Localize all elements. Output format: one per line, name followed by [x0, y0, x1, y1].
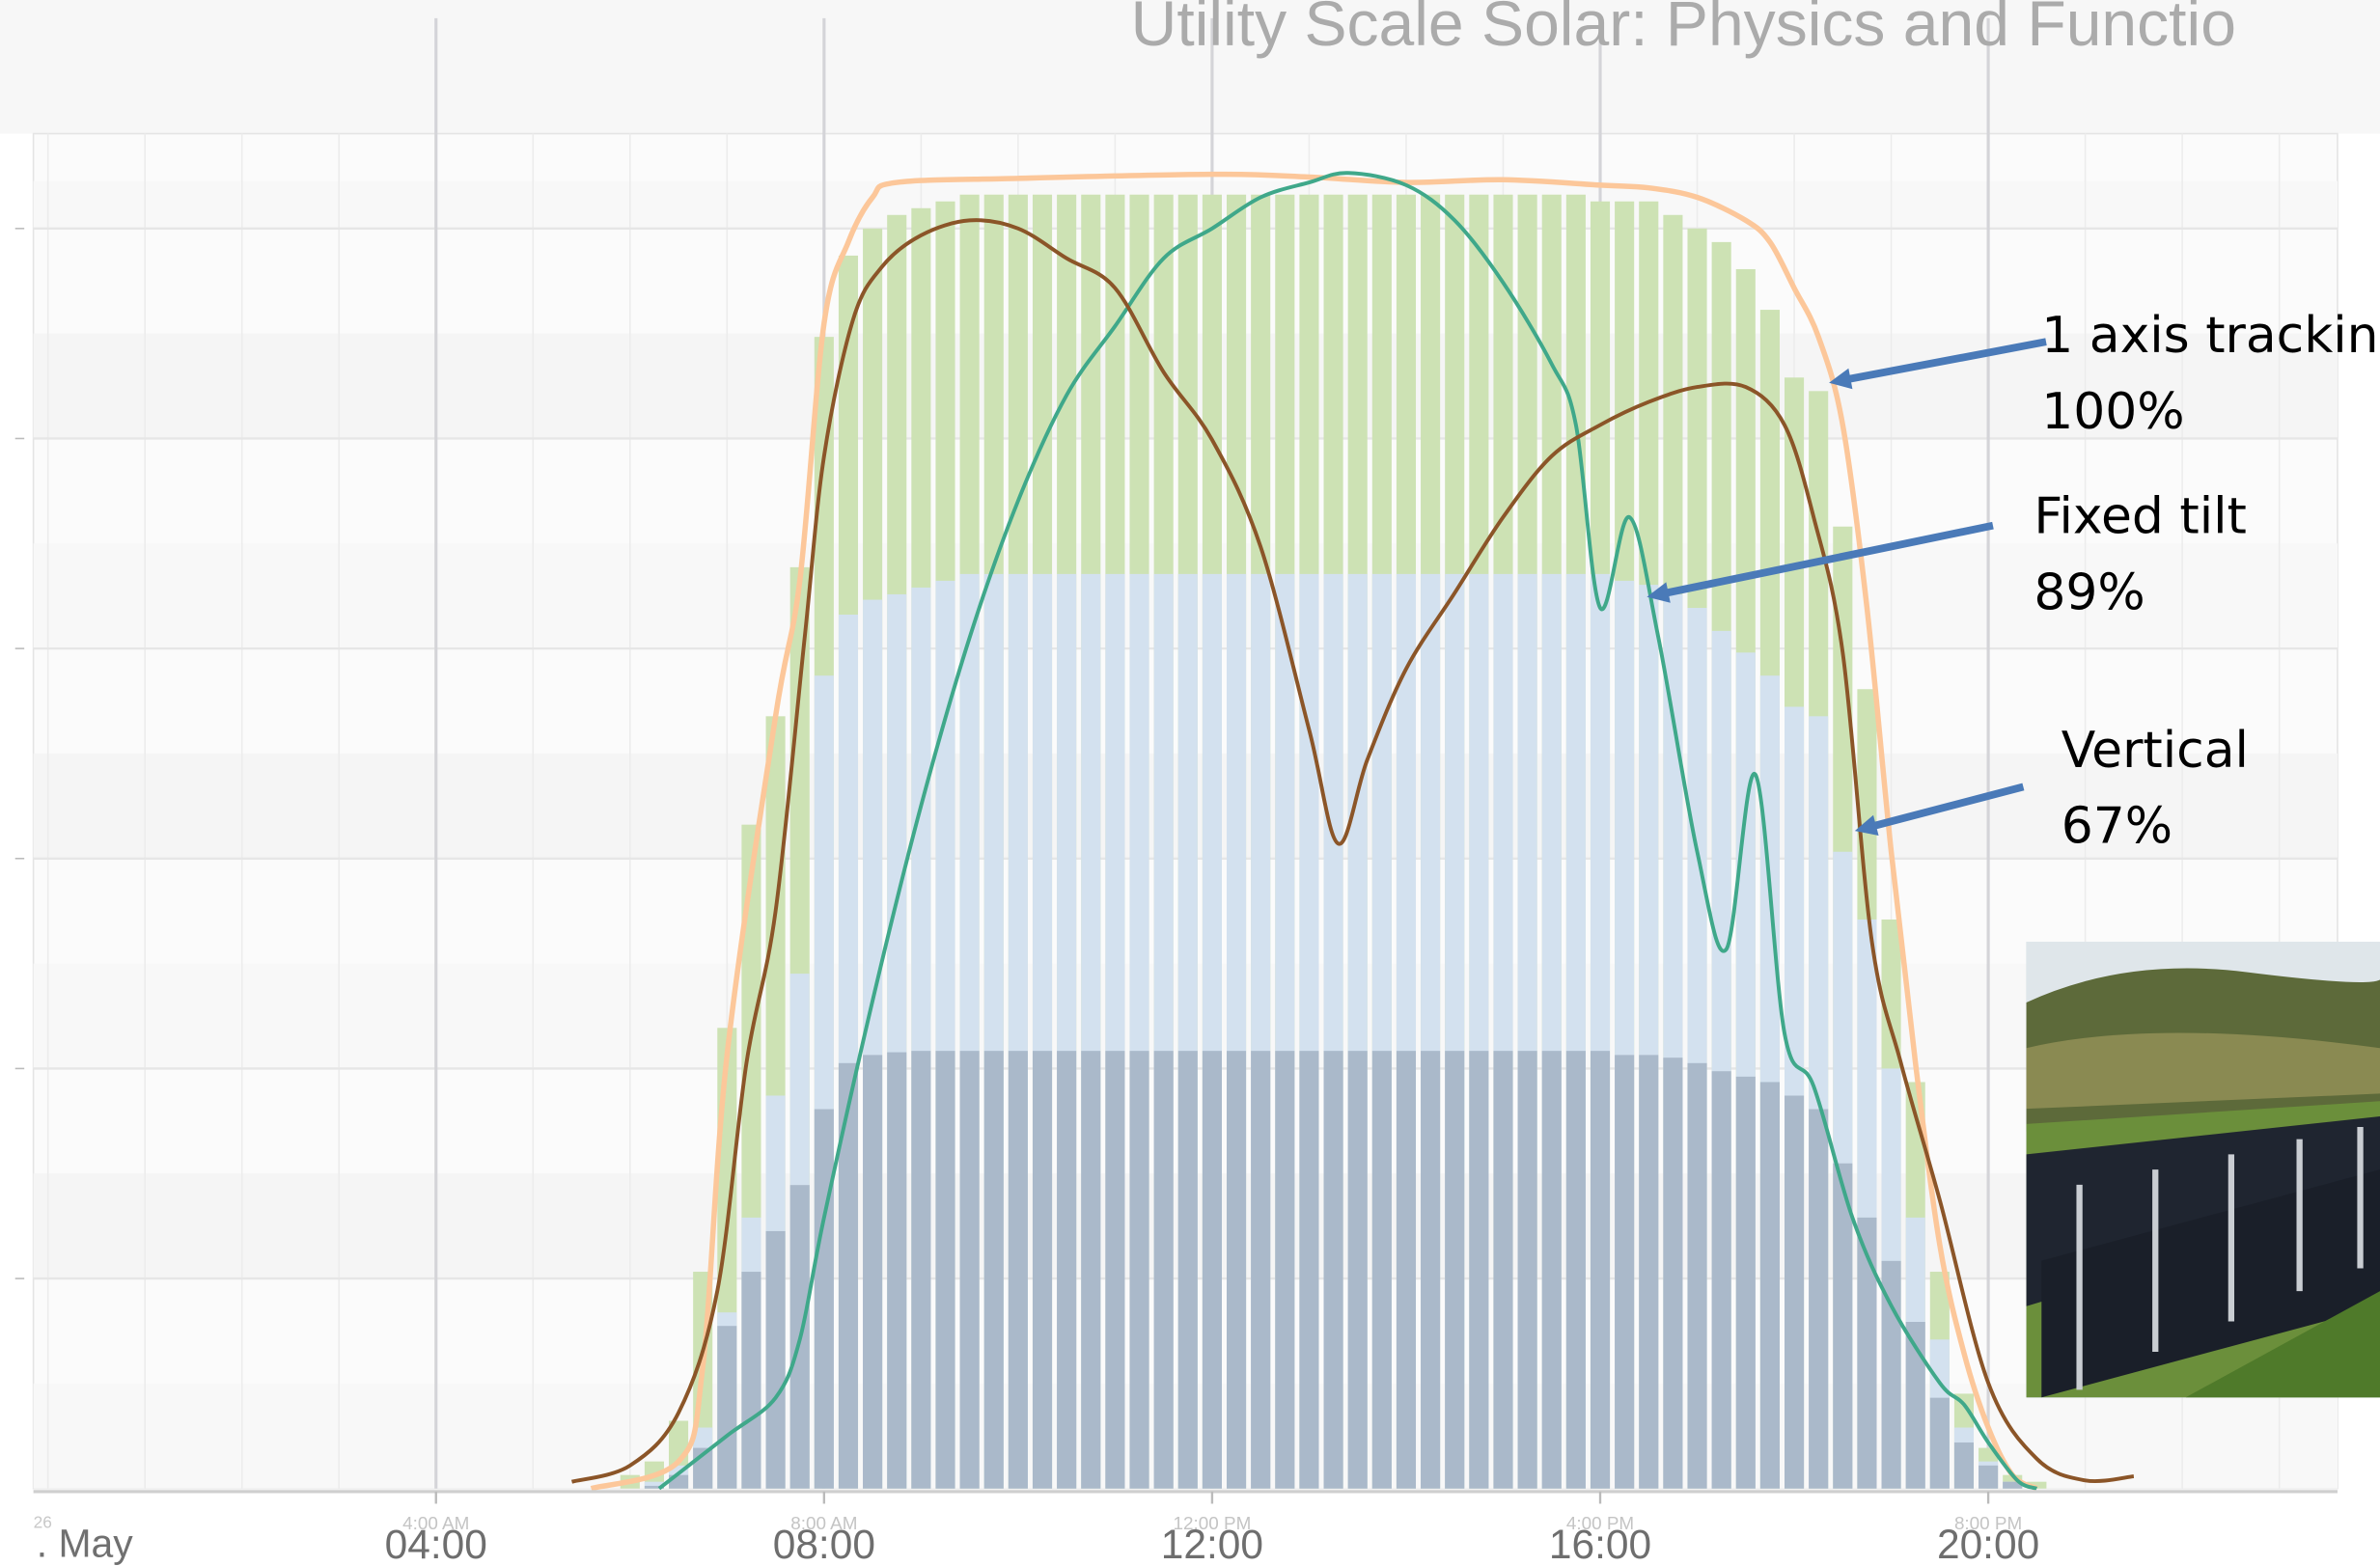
bar [766, 1231, 786, 1489]
annotation-text: 67% [2062, 798, 2172, 856]
bar [1299, 1051, 1318, 1489]
bar [839, 1063, 858, 1489]
bar [1105, 1051, 1124, 1489]
bar [1129, 1051, 1148, 1489]
bar [1033, 1051, 1052, 1489]
bar [960, 1051, 980, 1489]
bar [1493, 1051, 1512, 1489]
bar [1372, 1051, 1392, 1489]
bar [1712, 1071, 1731, 1488]
bar [863, 1055, 882, 1488]
bar [1979, 1466, 1998, 1489]
bar [1009, 1051, 1028, 1489]
bar [1348, 1051, 1368, 1489]
x-tick-secondary-label: 8:00 AM [790, 1514, 857, 1534]
bar [1251, 1051, 1270, 1489]
bar [1445, 1051, 1464, 1489]
bar [741, 1272, 761, 1489]
chart-title: Utility Scale Solar: Physics and Functio [1131, 0, 2236, 60]
bar [1785, 1096, 1804, 1489]
bar [1518, 1051, 1537, 1489]
bar [1081, 1051, 1100, 1489]
bar [1542, 1051, 1562, 1489]
x-tick-secondary-label: 8:00 PM [1954, 1514, 2022, 1534]
bar [717, 1326, 736, 1489]
chart: Utility Scale Solar: Physics and Functio… [0, 0, 2380, 1566]
annotation-text: 1 axis tracking [2041, 307, 2380, 365]
bar [1930, 1398, 1950, 1489]
bar [1324, 1051, 1343, 1489]
bar [1057, 1051, 1076, 1489]
bar [1203, 1051, 1222, 1489]
bar [984, 1051, 1004, 1489]
x-tick-secondary-label: 12:00 PM [1174, 1514, 1252, 1534]
bar [887, 1053, 906, 1489]
bar [1639, 1055, 1658, 1488]
bar [1421, 1051, 1440, 1489]
annotation-text: Fixed tilt [2034, 488, 2246, 546]
bar [935, 1051, 955, 1489]
annotation-text: 89% [2034, 563, 2145, 621]
bar [1591, 1051, 1610, 1489]
bar [1954, 1442, 1974, 1489]
x-tick-secondary-label: 4:00 AM [402, 1514, 469, 1534]
x-tick-secondary-label: 4:00 PM [1566, 1514, 1634, 1534]
bar [1154, 1051, 1174, 1489]
bar [1469, 1051, 1488, 1489]
bar [911, 1051, 930, 1489]
bar [1615, 1055, 1634, 1488]
date-label: . May [37, 1522, 133, 1566]
bar [1809, 1110, 1828, 1489]
bar [1687, 1063, 1706, 1489]
bar [1760, 1082, 1780, 1488]
bar [1663, 1058, 1682, 1489]
annotation-text: 100% [2041, 383, 2184, 441]
photo [2027, 942, 2380, 1397]
bar [1736, 1077, 1756, 1489]
bar [1566, 1051, 1586, 1489]
annotation-text: Vertical [2062, 722, 2249, 780]
bar [1397, 1051, 1416, 1489]
bar [1227, 1051, 1246, 1489]
bar [1275, 1051, 1294, 1489]
bar [815, 1110, 834, 1489]
bar [1178, 1051, 1198, 1489]
